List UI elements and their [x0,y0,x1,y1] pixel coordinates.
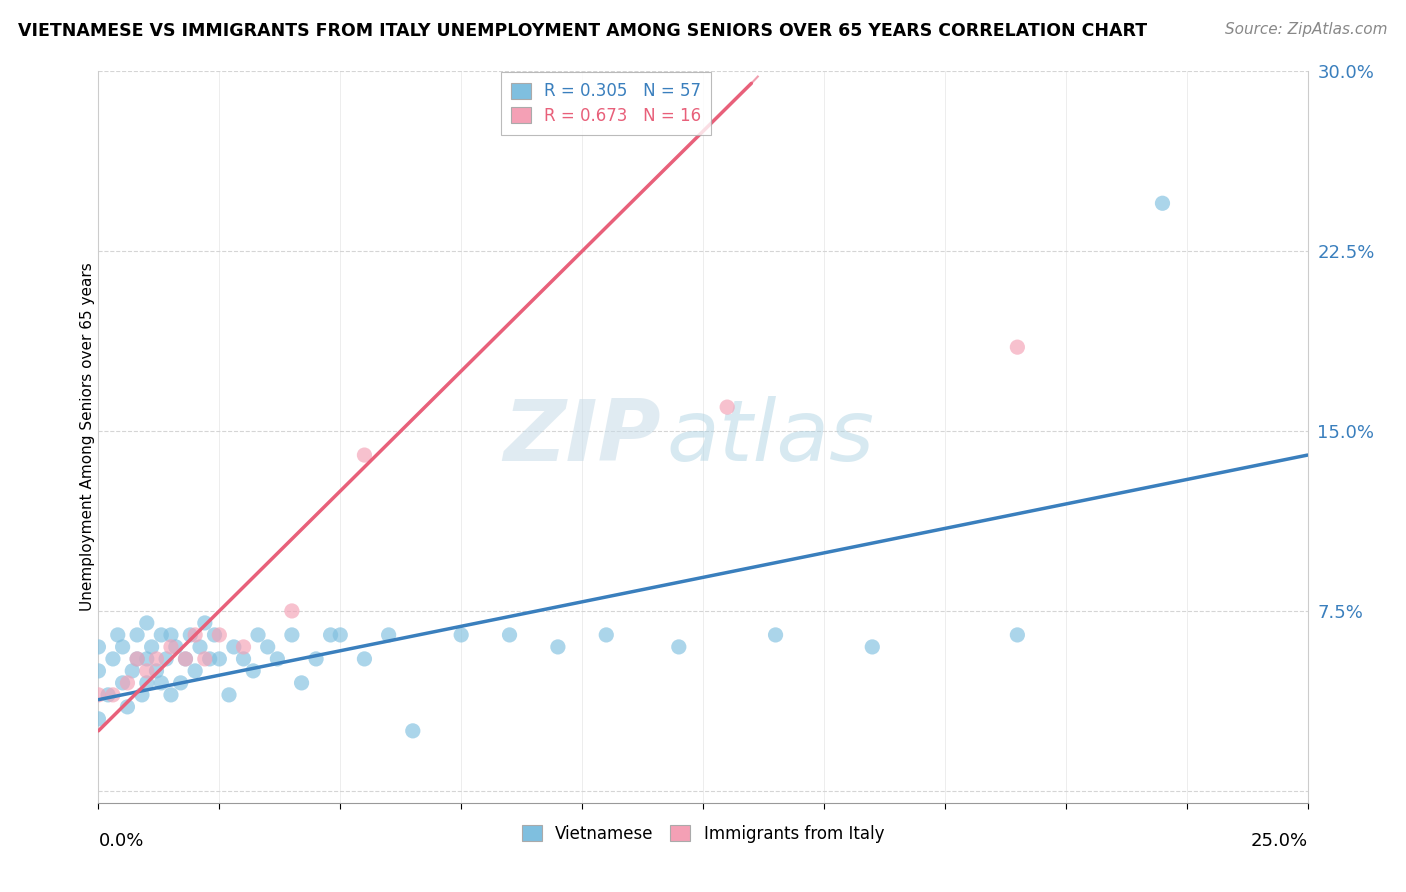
Point [87,712,110,726]
Point [860,640,883,654]
Point [121,664,143,678]
Point [111,640,134,654]
Point [668,640,690,654]
Point [155,652,177,666]
Point [160,640,183,654]
Point [290,676,312,690]
Point [1007,628,1029,642]
Point [111,676,134,690]
Point [716,400,738,414]
Point [150,628,173,642]
Point [135,615,157,630]
Point [87,664,110,678]
Point [377,628,399,642]
Point [179,628,201,642]
Point [87,688,110,702]
Point [319,628,342,642]
Point [107,628,129,642]
Point [281,628,304,642]
Point [117,699,139,714]
Point [135,664,157,678]
Point [1152,196,1174,211]
Text: 25.0%: 25.0% [1250,832,1308,850]
Point [184,664,207,678]
Point [127,628,149,642]
Point [218,688,240,702]
Text: atlas: atlas [666,395,875,479]
Text: Source: ZipAtlas.com: Source: ZipAtlas.com [1225,22,1388,37]
Point [101,688,124,702]
Point [188,640,211,654]
Point [184,628,207,642]
Point [353,448,375,462]
Y-axis label: Unemployment Among Seniors over 65 years: Unemployment Among Seniors over 65 years [80,263,94,611]
Point [266,652,288,666]
Point [145,664,167,678]
Point [204,628,226,642]
Text: 0.0%: 0.0% [98,832,143,850]
Point [1007,340,1029,354]
Point [169,676,191,690]
Point [281,604,304,618]
Point [150,676,173,690]
Point [305,652,328,666]
Point [329,628,352,642]
Legend: Vietnamese, Immigrants from Italy: Vietnamese, Immigrants from Italy [515,818,891,849]
Point [141,640,163,654]
Point [97,688,120,702]
Point [127,652,149,666]
Point [194,652,217,666]
Point [174,652,197,666]
Point [208,652,231,666]
Point [87,640,110,654]
Point [194,615,217,630]
Point [198,652,221,666]
Point [247,628,270,642]
Text: ZIP: ZIP [503,395,661,479]
Point [222,640,245,654]
Point [160,628,183,642]
Point [160,688,183,702]
Point [450,628,472,642]
Text: VIETNAMESE VS IMMIGRANTS FROM ITALY UNEMPLOYMENT AMONG SENIORS OVER 65 YEARS COR: VIETNAMESE VS IMMIGRANTS FROM ITALY UNEM… [18,22,1147,40]
Point [256,640,278,654]
Point [127,652,149,666]
Point [135,652,157,666]
Point [135,676,157,690]
Point [208,628,231,642]
Point [498,628,520,642]
Point [101,652,124,666]
Point [174,652,197,666]
Point [353,652,375,666]
Point [232,640,254,654]
Point [402,723,425,738]
Point [117,676,139,690]
Point [165,640,187,654]
Point [145,652,167,666]
Point [595,628,617,642]
Point [242,664,264,678]
Point [765,628,787,642]
Point [232,652,254,666]
Point [547,640,569,654]
Point [131,688,153,702]
